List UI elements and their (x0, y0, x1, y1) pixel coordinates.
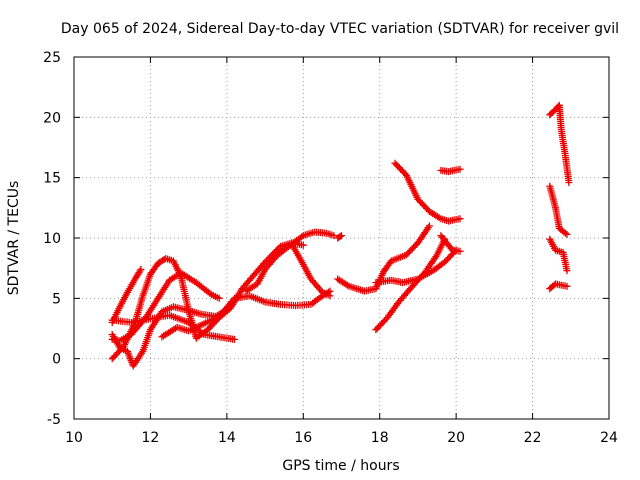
y-tick-label: 20 (43, 110, 61, 126)
data-point (561, 229, 569, 237)
x-tick-label: 12 (142, 430, 160, 446)
x-tick-label: 10 (65, 430, 83, 446)
data-point (565, 179, 573, 186)
data-point (137, 265, 145, 273)
chart-title: Day 065 of 2024, Sidereal Day-to-day VTE… (61, 21, 619, 37)
data-point (338, 232, 345, 240)
series-arc-i (334, 232, 345, 242)
y-tick-label: 15 (43, 171, 61, 187)
series-arc-r (546, 235, 571, 275)
x-tick-label: 16 (294, 430, 312, 446)
y-tick-label: 5 (52, 291, 61, 307)
series-arc-g (242, 228, 338, 295)
axis-ticks: 10 12 14 16 18 20 22 24 -5 0 5 10 15 20 25 (43, 50, 618, 446)
x-tick-label: 14 (218, 430, 236, 446)
y-tick-label: 10 (43, 231, 61, 247)
data-point (136, 267, 144, 275)
data-point (563, 267, 571, 275)
data-point (273, 246, 281, 254)
series-arc-o (437, 232, 464, 255)
y-tick-label: -5 (47, 412, 61, 428)
series-arc-m (437, 165, 464, 176)
x-tick-label: 18 (371, 430, 389, 446)
series-arc-q (546, 182, 571, 238)
series-arc-l (391, 159, 464, 225)
data-marks (108, 101, 573, 370)
x-tick-label: 22 (524, 430, 542, 446)
data-point (299, 241, 307, 249)
series-arc-s (546, 280, 571, 293)
series-arc-f (158, 287, 334, 341)
series-arc-j (334, 222, 433, 295)
data-point (563, 230, 571, 238)
data-point (425, 222, 433, 230)
x-tick-label: 20 (447, 430, 465, 446)
data-point (456, 215, 464, 223)
data-point (336, 232, 344, 240)
data-point (456, 247, 464, 255)
data-point (344, 281, 351, 289)
series-arc-h (288, 240, 334, 300)
y-tick-label: 0 (52, 352, 61, 368)
data-point (326, 292, 334, 300)
data-point (231, 335, 238, 343)
data-point (330, 232, 338, 240)
y-tick-label: 25 (43, 50, 61, 66)
data-point (215, 294, 223, 302)
x-tick-label: 24 (600, 430, 618, 446)
y-axis-label: SDTVAR / TECUs (6, 181, 22, 296)
series-arc-p (546, 101, 573, 186)
data-point (456, 165, 464, 173)
data-point (563, 282, 571, 290)
data-point (272, 247, 280, 255)
x-axis-label: GPS time / hours (282, 458, 399, 474)
